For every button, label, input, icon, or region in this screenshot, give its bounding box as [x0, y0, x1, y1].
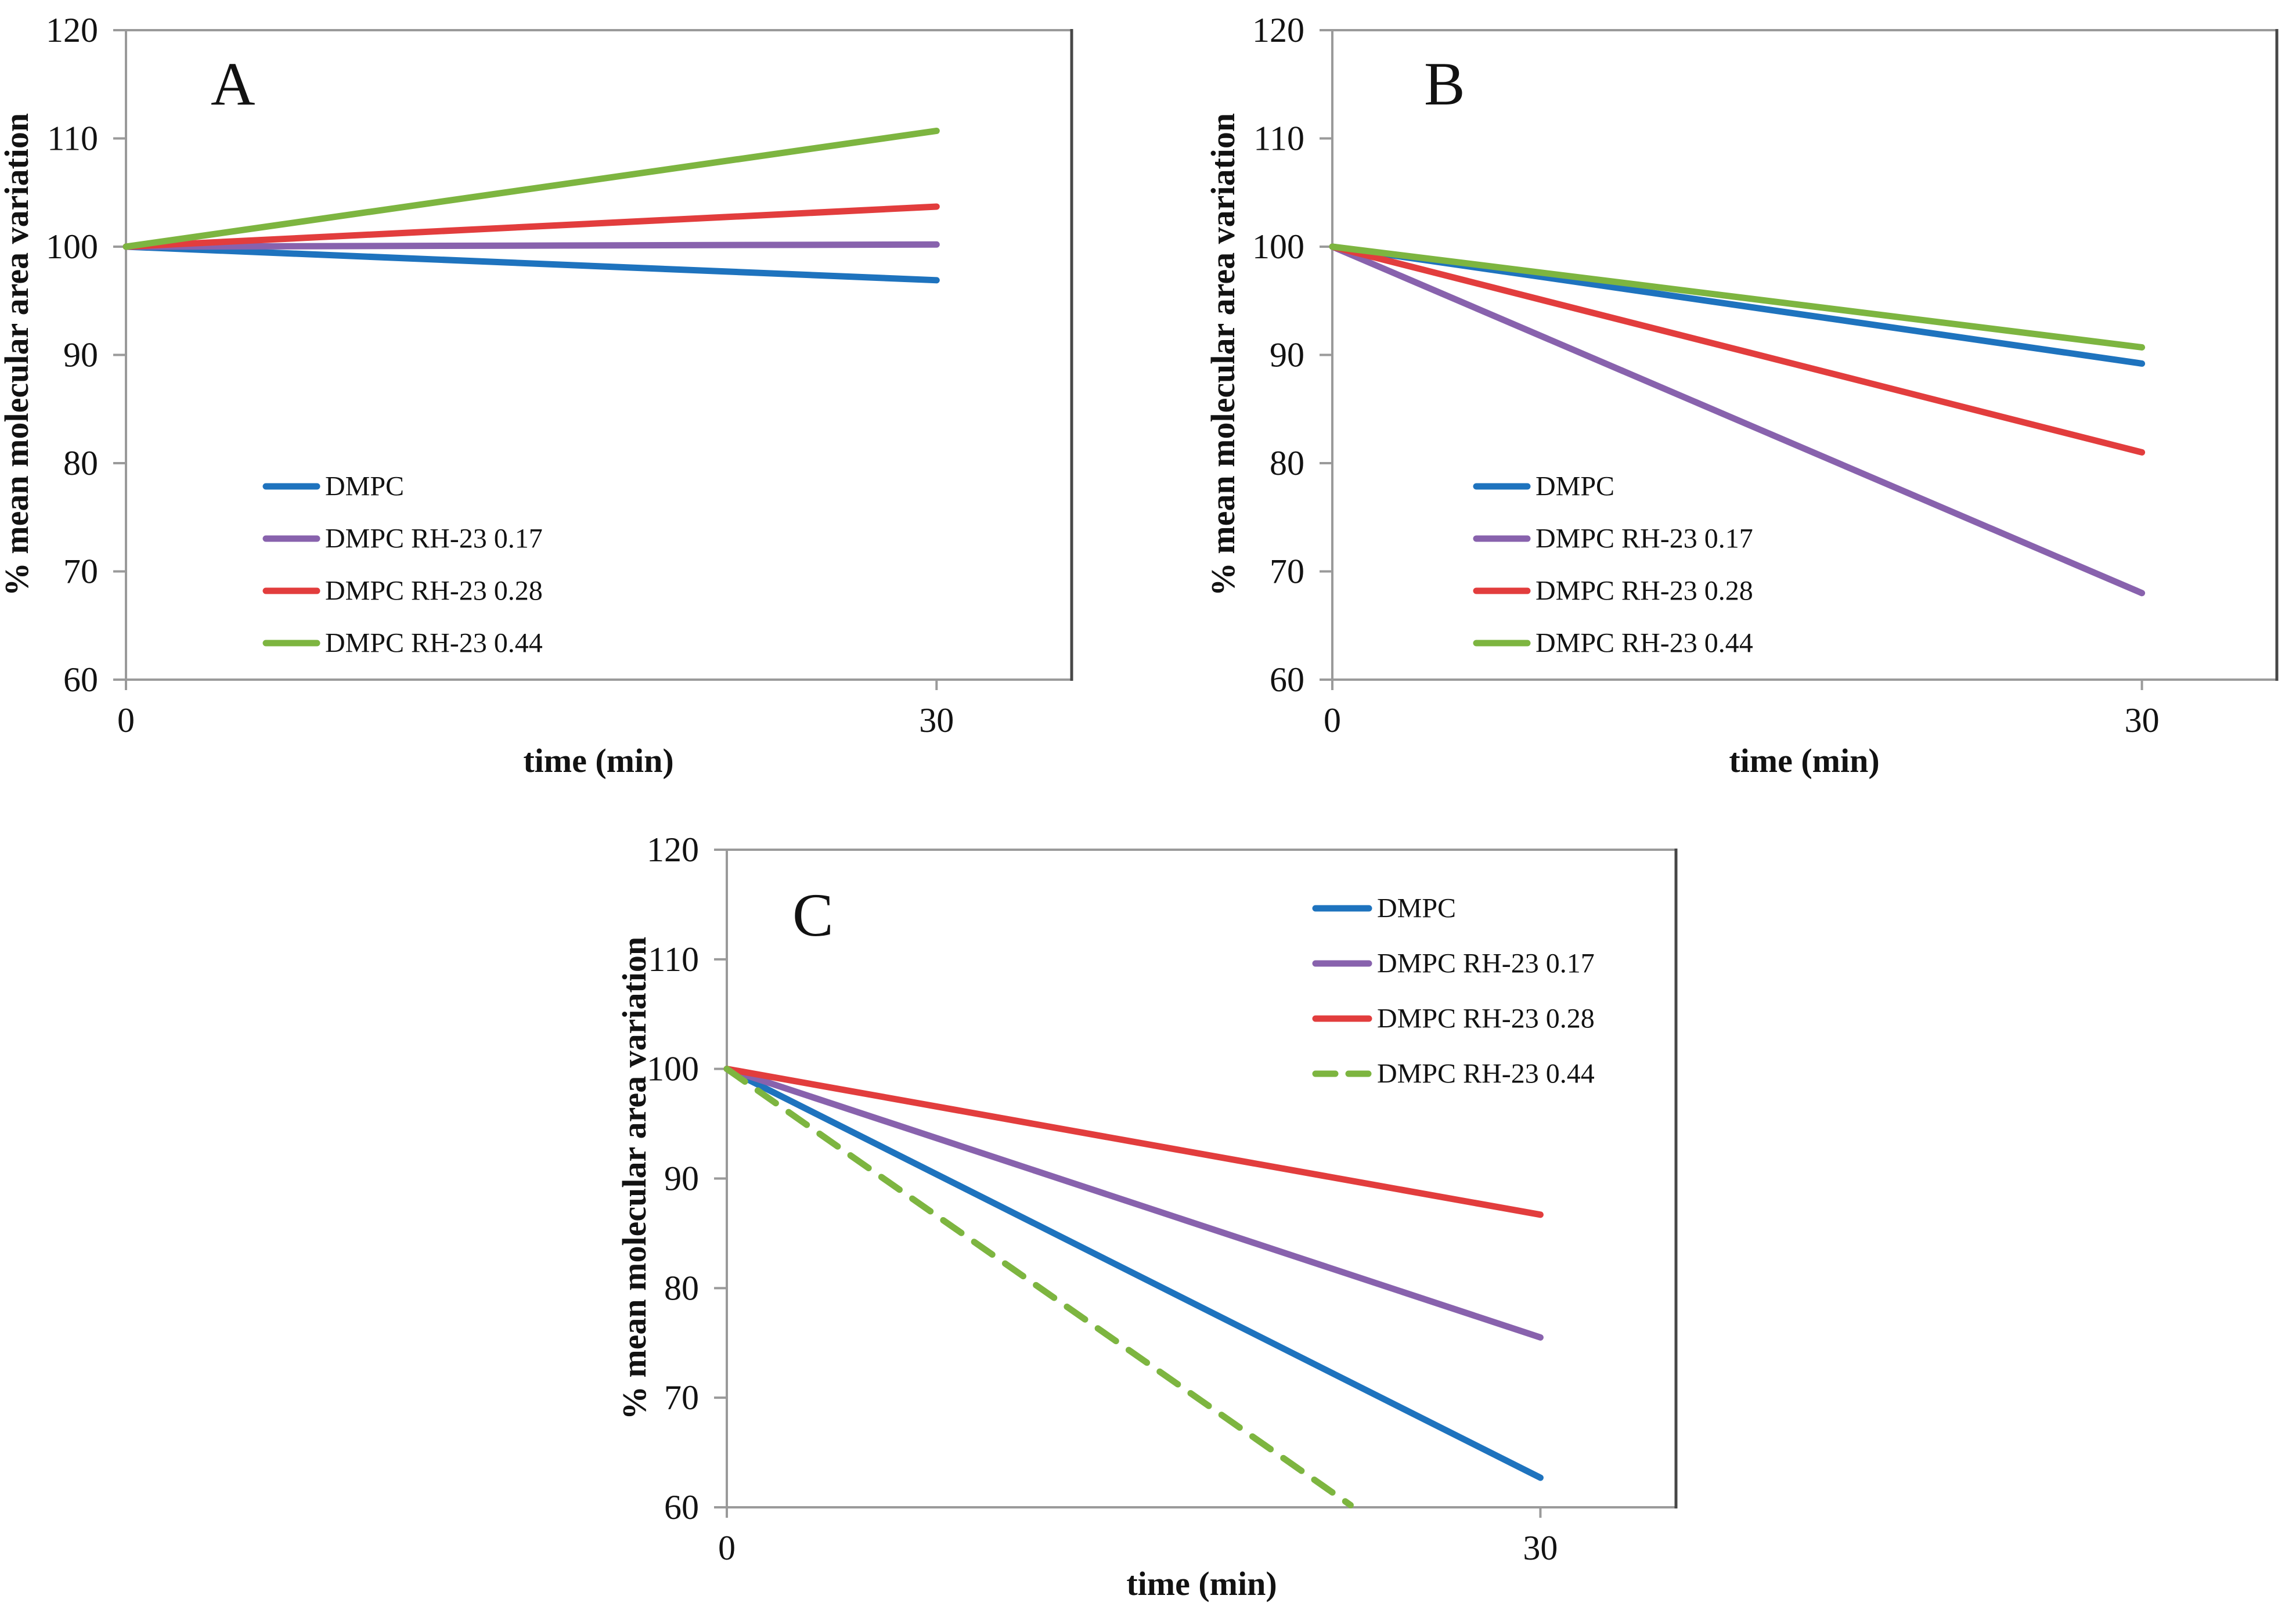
y-tick-label: 110 [1253, 120, 1304, 158]
y-tick-label: 100 [647, 1050, 699, 1088]
panel-letter: B [1424, 50, 1465, 118]
panel-letter: C [792, 881, 834, 949]
y-tick-label: 70 [664, 1378, 699, 1417]
plot-frame [125, 29, 1073, 681]
legend-label-dmpc-rh-23-0-17: DMPC RH-23 0.17 [325, 524, 543, 554]
x-axis-title: time (min) [523, 742, 673, 779]
y-tick-label: 60 [63, 660, 98, 699]
y-tick-label: 70 [1270, 553, 1304, 591]
legend-label-dmpc-rh-23-0-17: DMPC RH-23 0.17 [1377, 948, 1595, 979]
plot-frame [1331, 29, 2278, 681]
series-line-dmpc-rh-23-0-44 [1329, 243, 2146, 351]
y-tick-label: 120 [1252, 11, 1304, 49]
legend-label-dmpc-rh-23-0-28: DMPC RH-23 0.28 [1377, 1004, 1595, 1034]
y-tick-label: 60 [1270, 660, 1304, 699]
x-tick-label: 30 [919, 701, 954, 739]
y-axis-title: % mean molecular area variation [1204, 113, 1242, 596]
series-line-dmpc-rh-23-0-28 [723, 1066, 1544, 1218]
y-tick-label: 70 [63, 553, 98, 591]
y-tick-label: 120 [46, 11, 98, 49]
series-line-dmpc-rh-23-0-17 [723, 1066, 1544, 1341]
x-axis-title: time (min) [1126, 1565, 1277, 1602]
x-tick-label: 0 [718, 1529, 736, 1567]
series-line-dmpc-rh-23-0-17 [122, 241, 940, 250]
legend-label-dmpc-rh-23-0-44: DMPC RH-23 0.44 [1377, 1059, 1595, 1089]
x-tick-label: 0 [117, 701, 135, 739]
legend-label-dmpc: DMPC [1536, 471, 1614, 502]
series-line-dmpc [723, 1066, 1544, 1481]
legend: DMPC DMPC RH-23 0.17 DMPC RH-23 0.28 DMPC R… [1312, 893, 1595, 1089]
legend: DMPC DMPC RH-23 0.17 DMPC RH-23 0.28 DMPC R… [1473, 471, 1753, 659]
y-tick-label: 110 [47, 120, 98, 158]
y-tick-label: 80 [63, 444, 98, 482]
x-axis-title: time (min) [1729, 742, 1879, 779]
series-line-dmpc-rh-23-0-28 [122, 203, 940, 250]
y-tick-label: 90 [1270, 336, 1304, 374]
y-tick-label: 90 [63, 336, 98, 374]
panel-a: 120 110 100 90 80 70 60 0 30 % mean molecular are… [0, 11, 1073, 779]
y-tick-label: 60 [664, 1488, 699, 1526]
y-tick-label: 100 [46, 228, 98, 266]
panel-b: 120 110 100 90 80 70 60 0 30 % mean molecular are… [1204, 11, 2279, 779]
x-tick-label: 30 [2125, 701, 2160, 739]
legend-label-dmpc-rh-23-0-44: DMPC RH-23 0.44 [1536, 628, 1753, 659]
y-tick-label: 110 [648, 940, 699, 979]
series-line-dmpc-rh-23-0-28 [1329, 243, 2146, 456]
y-tick-label: 100 [1252, 228, 1304, 266]
y-axis-title: % mean molecular area variation [615, 937, 653, 1420]
legend-label-dmpc: DMPC [325, 471, 404, 502]
y-axis-title: % mean molecular area variation [0, 113, 35, 596]
y-tick-label: 90 [664, 1160, 699, 1198]
series-line-dmpc [122, 243, 940, 284]
y-tick-label: 80 [1270, 444, 1304, 482]
series-line-dmpc-rh-23-0-44 [122, 127, 940, 250]
x-tick-label: 0 [1324, 701, 1341, 739]
x-tick-label: 30 [1523, 1529, 1558, 1567]
legend-label-dmpc-rh-23-0-28: DMPC RH-23 0.28 [325, 576, 543, 607]
legend-label-dmpc: DMPC [1377, 893, 1456, 924]
legend-label-dmpc-rh-23-0-17: DMPC RH-23 0.17 [1536, 524, 1753, 554]
panel-c: 120 110 100 90 80 70 60 0 30 % mean molecular are… [615, 831, 1678, 1602]
series-line-dmpc-rh-23-0-44 [723, 1066, 1354, 1508]
legend-label-dmpc-rh-23-0-44: DMPC RH-23 0.44 [325, 628, 543, 659]
y-tick-label: 120 [647, 831, 699, 869]
legend-label-dmpc-rh-23-0-28: DMPC RH-23 0.28 [1536, 576, 1753, 607]
y-tick-label: 80 [664, 1269, 699, 1307]
series-line-dmpc-rh-23-0-17 [1329, 243, 2146, 597]
legend: DMPC DMPC RH-23 0.17 DMPC RH-23 0.28 DMPC R… [262, 471, 543, 659]
panel-letter: A [211, 50, 255, 118]
